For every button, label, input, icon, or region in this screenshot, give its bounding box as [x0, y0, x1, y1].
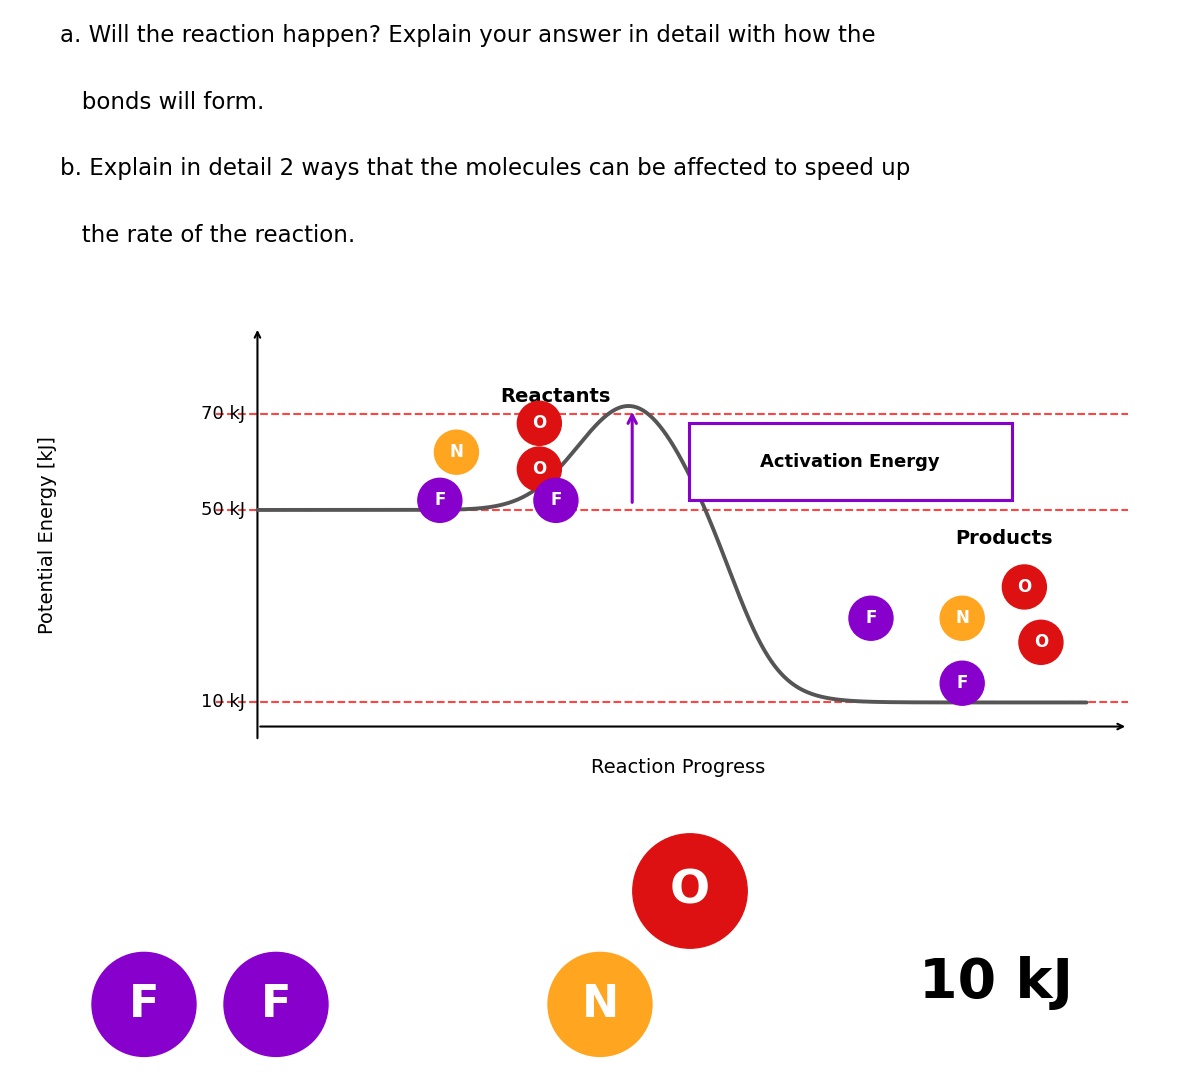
Text: O: O	[533, 415, 546, 432]
Text: the rate of the reaction.: the rate of the reaction.	[60, 224, 355, 246]
Bar	[689, 423, 1012, 500]
Text: Products: Products	[955, 529, 1052, 549]
Text: O: O	[670, 868, 710, 914]
Text: N: N	[955, 609, 970, 627]
Text: Reaction Progress: Reaction Progress	[590, 758, 766, 778]
Text: Potential Energy [kJ]: Potential Energy [kJ]	[38, 435, 58, 634]
Text: N: N	[450, 443, 463, 461]
Text: F: F	[260, 983, 292, 1026]
Text: a. Will the reaction happen? Explain your answer in detail with how the: a. Will the reaction happen? Explain you…	[60, 24, 876, 48]
Text: b. Explain in detail 2 ways that the molecules can be affected to speed up: b. Explain in detail 2 ways that the mol…	[60, 158, 911, 180]
Text: Reactants: Reactants	[500, 388, 611, 406]
Text: 10 kJ: 10 kJ	[202, 693, 245, 712]
Text: O: O	[533, 460, 546, 478]
Text: F: F	[956, 674, 968, 692]
Text: F: F	[434, 491, 445, 510]
Text: bonds will form.: bonds will form.	[60, 91, 264, 113]
Text: 70 kJ: 70 kJ	[200, 405, 245, 422]
Text: F: F	[551, 491, 562, 510]
Text: O: O	[1034, 633, 1048, 651]
Text: Activation Energy: Activation Energy	[761, 453, 940, 471]
Text: N: N	[581, 983, 619, 1026]
Text: F: F	[128, 983, 160, 1026]
Text: 10 kJ: 10 kJ	[919, 956, 1073, 1010]
Text: F: F	[865, 609, 877, 627]
Text: O: O	[1018, 578, 1032, 596]
Text: 50 kJ: 50 kJ	[200, 501, 245, 519]
